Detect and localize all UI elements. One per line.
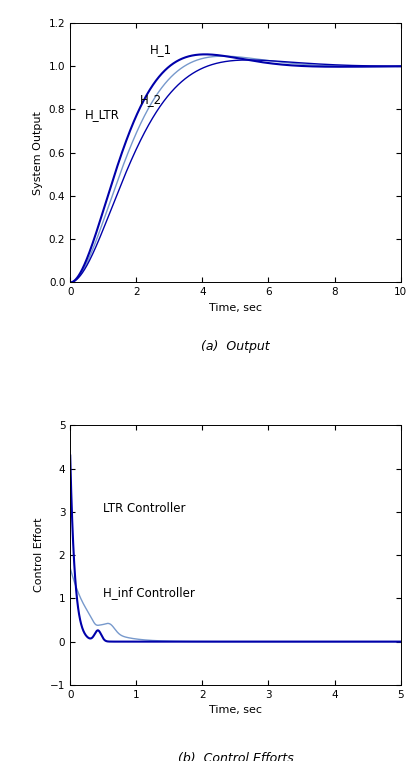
Y-axis label: System Output: System Output [33,110,43,195]
Text: (b)  Control Efforts: (b) Control Efforts [178,753,293,761]
Text: H_1: H_1 [150,43,172,56]
Text: LTR Controller: LTR Controller [103,501,186,514]
Text: H_LTR: H_LTR [85,108,120,121]
X-axis label: Time, sec: Time, sec [209,705,262,715]
Y-axis label: Control Effort: Control Effort [34,517,45,592]
X-axis label: Time, sec: Time, sec [209,303,262,313]
Text: H_inf Controller: H_inf Controller [103,586,195,599]
Text: (a)  Output: (a) Output [201,339,270,352]
Text: H_2: H_2 [140,93,162,106]
